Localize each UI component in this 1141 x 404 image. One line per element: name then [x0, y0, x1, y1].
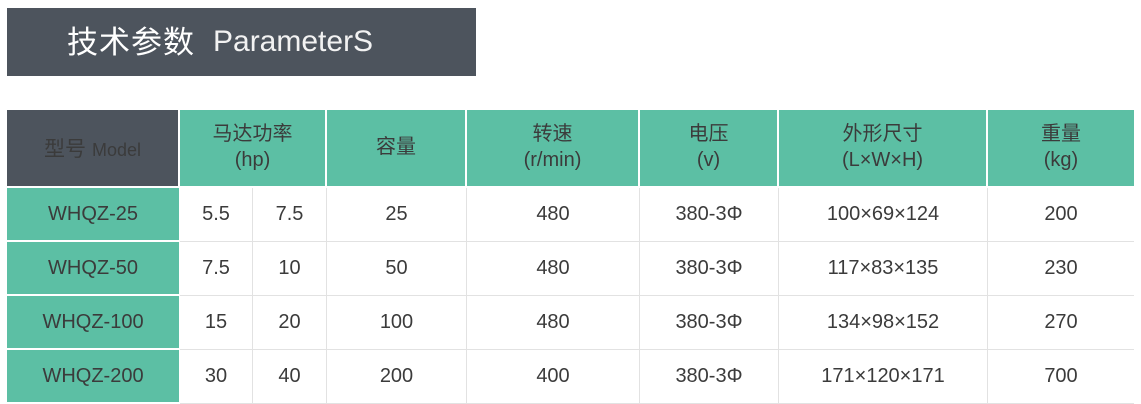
table-row: WHQZ-100 15 20 100 480 380-3Φ 134×98×152 270 — [7, 296, 1134, 350]
cell-power-kw: 5.5 — [180, 188, 253, 242]
table-row: WHQZ-50 7.5 10 50 480 380-3Φ 117×83×135 230 — [7, 242, 1134, 296]
cell-voltage: 380-3Φ — [640, 188, 779, 242]
column-header-weight-line2: (kg) — [1043, 149, 1079, 171]
cell-capacity: 100 — [327, 296, 467, 350]
cell-power-hp: 40 — [253, 350, 327, 404]
table-header-row: 型号 Model 马达功率 (hp) 容量 转速 (r/min) 电压 (v) 外… — [7, 110, 1134, 188]
column-header-power-line2: (hp) — [234, 149, 271, 171]
column-header-dimension-line1: 外形尺寸 — [842, 123, 923, 146]
column-header-weight-line1: 重量 — [1041, 123, 1081, 146]
table-row: WHQZ-200 30 40 200 400 380-3Φ 171×120×171 700 — [7, 350, 1134, 404]
cell-voltage: 380-3Φ — [640, 296, 779, 350]
cell-speed: 480 — [467, 296, 640, 350]
cell-speed: 480 — [467, 188, 640, 242]
column-header-voltage-line2: (v) — [696, 149, 721, 171]
cell-capacity: 25 — [327, 188, 467, 242]
cell-weight: 230 — [988, 242, 1134, 296]
column-header-speed-line2: (r/min) — [523, 149, 582, 171]
table-row: WHQZ-25 5.5 7.5 25 480 380-3Φ 100×69×124 200 — [7, 188, 1134, 242]
cell-speed: 400 — [467, 350, 640, 404]
column-header-capacity: 容量 — [327, 110, 467, 188]
cell-power-hp: 7.5 — [253, 188, 327, 242]
cell-power-hp: 10 — [253, 242, 327, 296]
cell-model: WHQZ-25 — [7, 188, 180, 242]
cell-capacity: 200 — [327, 350, 467, 404]
cell-power-hp: 20 — [253, 296, 327, 350]
cell-dimension: 100×69×124 — [779, 188, 988, 242]
cell-voltage: 380-3Φ — [640, 242, 779, 296]
column-header-model-cn: 型号 — [43, 138, 86, 161]
cell-power-kw: 30 — [180, 350, 253, 404]
cell-model: WHQZ-100 — [7, 296, 180, 350]
cell-model: WHQZ-200 — [7, 350, 180, 404]
cell-weight: 700 — [988, 350, 1134, 404]
column-header-model: 型号 Model — [7, 110, 180, 188]
column-header-speed-line1: 转速 — [532, 123, 573, 146]
parameters-table: 型号 Model 马达功率 (hp) 容量 转速 (r/min) 电压 (v) 外… — [7, 110, 1134, 404]
page-title-en: ParameterS — [213, 25, 374, 58]
column-header-power: 马达功率 (hp) — [180, 110, 327, 188]
page-title-banner: 技术参数 ParameterS — [7, 8, 476, 76]
column-header-model-en: Model — [91, 140, 142, 160]
cell-speed: 480 — [467, 242, 640, 296]
column-header-voltage: 电压 (v) — [640, 110, 779, 188]
column-header-speed: 转速 (r/min) — [467, 110, 640, 188]
cell-weight: 200 — [988, 188, 1134, 242]
cell-power-kw: 15 — [180, 296, 253, 350]
column-header-capacity-line1: 容量 — [376, 136, 416, 159]
column-header-dimension: 外形尺寸 (L×W×H) — [779, 110, 988, 188]
cell-voltage: 380-3Φ — [640, 350, 779, 404]
column-header-dimension-line2: (L×W×H) — [841, 149, 924, 171]
cell-dimension: 171×120×171 — [779, 350, 988, 404]
column-header-power-line1: 马达功率 — [212, 123, 293, 146]
cell-power-kw: 7.5 — [180, 242, 253, 296]
cell-dimension: 134×98×152 — [779, 296, 988, 350]
cell-capacity: 50 — [327, 242, 467, 296]
cell-weight: 270 — [988, 296, 1134, 350]
column-header-voltage-line1: 电压 — [688, 123, 729, 146]
cell-model: WHQZ-50 — [7, 242, 180, 296]
page-title-cn: 技术参数 — [67, 24, 195, 60]
cell-dimension: 117×83×135 — [779, 242, 988, 296]
column-header-weight: 重量 (kg) — [988, 110, 1134, 188]
